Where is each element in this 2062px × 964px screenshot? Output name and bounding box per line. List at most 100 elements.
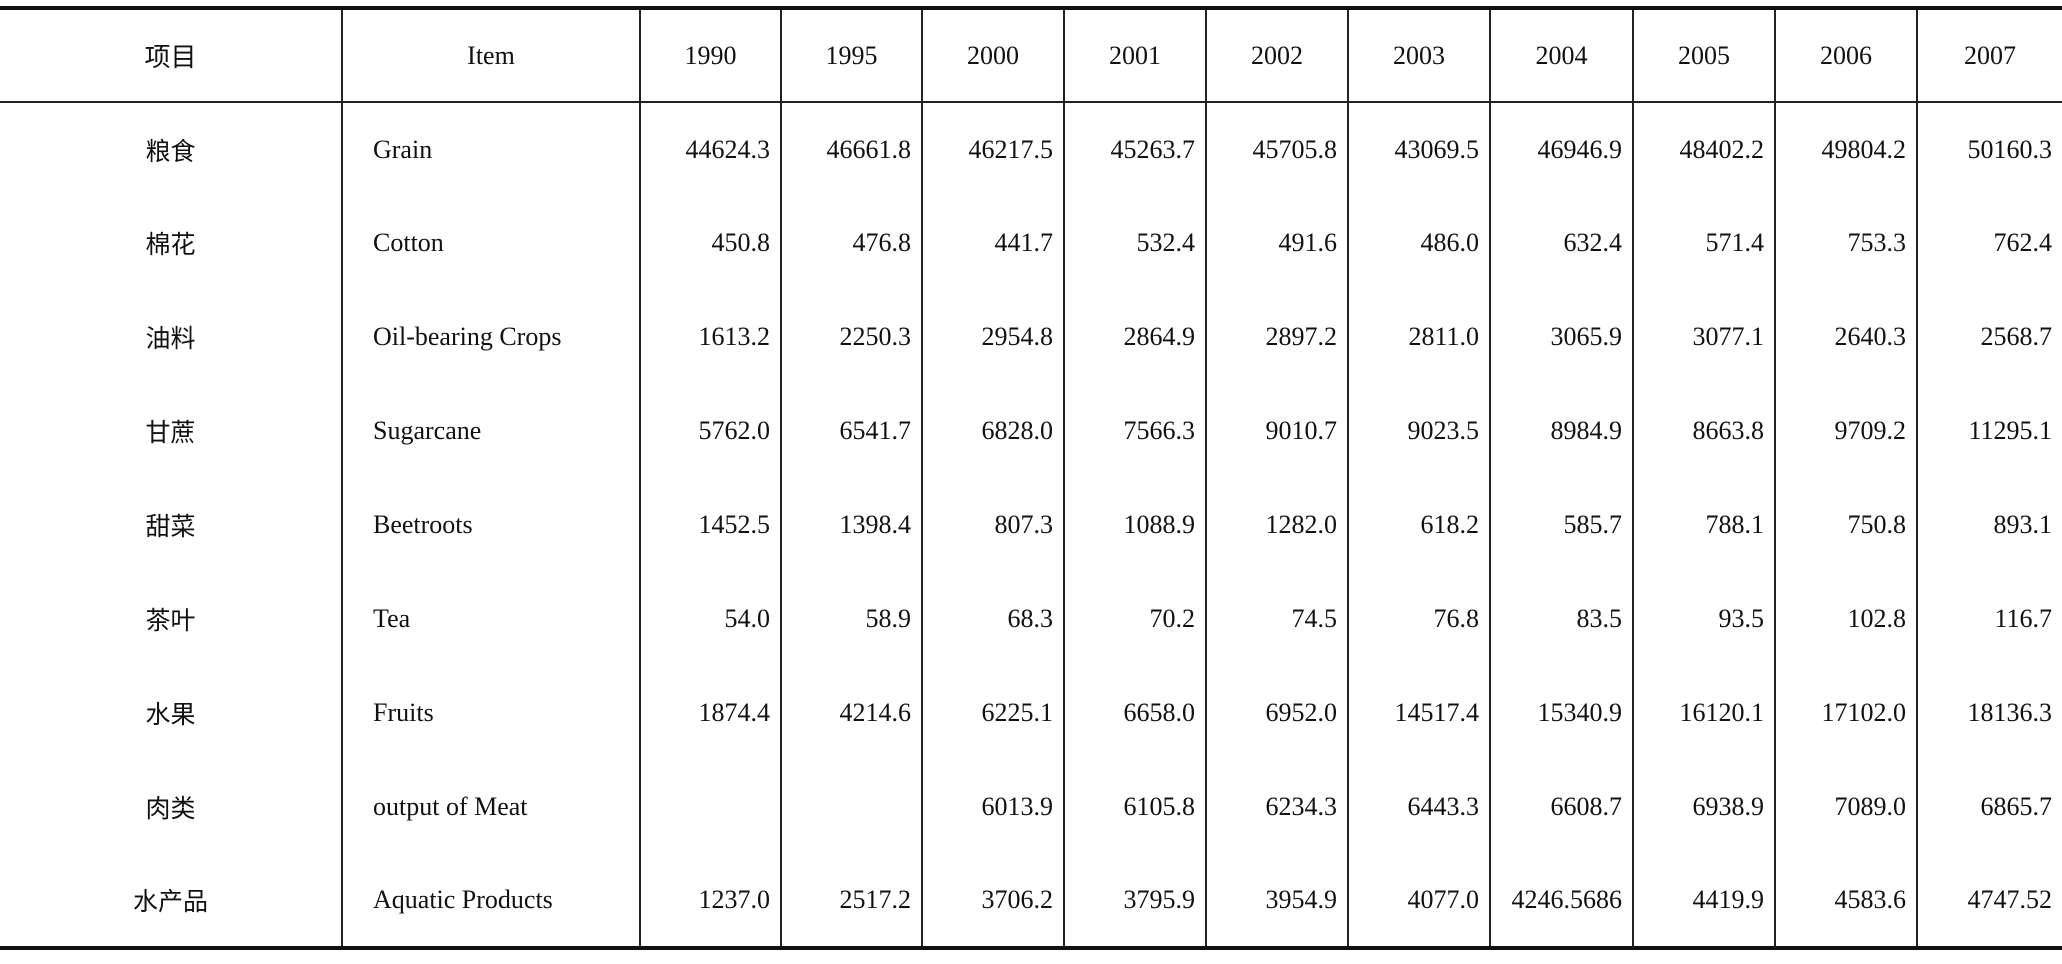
item-en: Tea bbox=[341, 572, 640, 666]
value-cell: 54.0 bbox=[639, 572, 781, 666]
table-row: 茶叶 Tea 54.0 58.9 68.3 70.2 74.5 76.8 83.5 93.5 102… bbox=[0, 572, 2062, 666]
value-cell: 6105.8 bbox=[1063, 760, 1206, 854]
value-cell: 1088.9 bbox=[1063, 478, 1206, 572]
item-zh: 水产品 bbox=[132, 887, 208, 916]
value-cell: 1874.4 bbox=[639, 666, 781, 760]
value-cell: 16120.1 bbox=[1632, 666, 1775, 760]
header-cell: 2006 bbox=[1774, 8, 1917, 103]
value-cell: 571.4 bbox=[1632, 196, 1775, 290]
value-cell: 2897.2 bbox=[1205, 290, 1348, 384]
value-cell: 76.8 bbox=[1347, 572, 1490, 666]
value-cell: 476.8 bbox=[780, 196, 922, 290]
value-cell bbox=[780, 760, 922, 854]
value-cell: 17102.0 bbox=[1774, 666, 1917, 760]
value-cell: 9023.5 bbox=[1347, 384, 1490, 478]
value-cell: 11295.1 bbox=[1916, 384, 2062, 478]
value-cell: 2568.7 bbox=[1916, 290, 2062, 384]
item-en: Aquatic Products bbox=[341, 854, 640, 948]
table-row: 水果 Fruits 1874.4 4214.6 6225.1 6658.0 6952.0 14… bbox=[0, 666, 2062, 760]
header-row: 项目 Item 1990 1995 2000 2001 2002 2003 2004 2005 20… bbox=[0, 8, 2062, 103]
value-cell: 6225.1 bbox=[921, 666, 1064, 760]
item-zh: 油料 bbox=[145, 324, 196, 353]
item-zh: 肉类 bbox=[145, 794, 196, 823]
value-cell: 486.0 bbox=[1347, 196, 1490, 290]
item-en: Fruits bbox=[341, 666, 640, 760]
value-cell: 4583.6 bbox=[1774, 854, 1917, 948]
table-row: 油料 Oil-bearing Crops 1613.2 2250.3 2954.8 286… bbox=[0, 290, 2062, 384]
value-cell: 18136.3 bbox=[1916, 666, 2062, 760]
value-cell: 2954.8 bbox=[921, 290, 1064, 384]
value-cell: 4419.9 bbox=[1632, 854, 1775, 948]
value-cell: 3795.9 bbox=[1063, 854, 1206, 948]
value-cell: 45263.7 bbox=[1063, 102, 1206, 196]
value-cell: 618.2 bbox=[1347, 478, 1490, 572]
value-cell: 7566.3 bbox=[1063, 384, 1206, 478]
value-cell: 6443.3 bbox=[1347, 760, 1490, 854]
value-cell: 46946.9 bbox=[1489, 102, 1633, 196]
header-cell: 2001 bbox=[1063, 8, 1206, 103]
value-cell: 5762.0 bbox=[639, 384, 781, 478]
value-cell: 1613.2 bbox=[639, 290, 781, 384]
value-cell: 4747.52 bbox=[1916, 854, 2062, 948]
value-cell: 2811.0 bbox=[1347, 290, 1490, 384]
value-cell: 6938.9 bbox=[1632, 760, 1775, 854]
value-cell: 1398.4 bbox=[780, 478, 922, 572]
item-en: Beetroots bbox=[341, 478, 640, 572]
value-cell: 1282.0 bbox=[1205, 478, 1348, 572]
value-cell: 9709.2 bbox=[1774, 384, 1917, 478]
value-cell: 48402.2 bbox=[1632, 102, 1775, 196]
header-cell: 项目 bbox=[0, 8, 342, 103]
value-cell: 45705.8 bbox=[1205, 102, 1348, 196]
value-cell: 116.7 bbox=[1916, 572, 2062, 666]
value-cell: 6865.7 bbox=[1916, 760, 2062, 854]
value-cell: 4214.6 bbox=[780, 666, 922, 760]
header-cell: 1990 bbox=[639, 8, 781, 103]
value-cell: 58.9 bbox=[780, 572, 922, 666]
item-en: output of Meat bbox=[341, 760, 640, 854]
item-zh: 甘蔗 bbox=[145, 418, 196, 447]
header-cell: 2005 bbox=[1632, 8, 1775, 103]
table-row: 甘蔗 Sugarcane 5762.0 6541.7 6828.0 7566.3 9010.… bbox=[0, 384, 2062, 478]
item-zh: 茶叶 bbox=[145, 606, 196, 635]
value-cell: 893.1 bbox=[1916, 478, 2062, 572]
item-en: Grain bbox=[341, 102, 640, 196]
value-cell bbox=[639, 760, 781, 854]
table-row: 甜菜 Beetroots 1452.5 1398.4 807.3 1088.9 1282.0… bbox=[0, 478, 2062, 572]
value-cell: 532.4 bbox=[1063, 196, 1206, 290]
value-cell: 6234.3 bbox=[1205, 760, 1348, 854]
header-cell: 2007 bbox=[1916, 8, 2062, 103]
value-cell: 9010.7 bbox=[1205, 384, 1348, 478]
value-cell: 2640.3 bbox=[1774, 290, 1917, 384]
value-cell: 2517.2 bbox=[780, 854, 922, 948]
value-cell: 753.3 bbox=[1774, 196, 1917, 290]
value-cell: 6952.0 bbox=[1205, 666, 1348, 760]
item-zh: 粮食 bbox=[145, 136, 196, 166]
item-zh: 甜菜 bbox=[145, 512, 196, 541]
value-cell: 1452.5 bbox=[639, 478, 781, 572]
value-cell: 6828.0 bbox=[921, 384, 1064, 478]
value-cell: 1237.0 bbox=[639, 854, 781, 948]
value-cell: 2864.9 bbox=[1063, 290, 1206, 384]
item-zh: 水果 bbox=[145, 700, 196, 729]
value-cell: 8984.9 bbox=[1489, 384, 1633, 478]
value-cell: 3077.1 bbox=[1632, 290, 1775, 384]
header-cell: 2000 bbox=[921, 8, 1064, 103]
header-cell: 2004 bbox=[1489, 8, 1633, 103]
table-row: 棉花 Cotton 450.8 476.8 441.7 532.4 491.6 486.0 63… bbox=[0, 196, 2062, 290]
value-cell: 6608.7 bbox=[1489, 760, 1633, 854]
value-cell: 68.3 bbox=[921, 572, 1064, 666]
item-zh: 棉花 bbox=[145, 230, 196, 259]
value-cell: 93.5 bbox=[1632, 572, 1775, 666]
header-cell: 1995 bbox=[780, 8, 922, 103]
value-cell: 15340.9 bbox=[1489, 666, 1633, 760]
value-cell: 807.3 bbox=[921, 478, 1064, 572]
value-cell: 632.4 bbox=[1489, 196, 1633, 290]
value-cell: 6658.0 bbox=[1063, 666, 1206, 760]
header-cell: 2002 bbox=[1205, 8, 1348, 103]
table-body: 粮食 Grain 44624.3 46661.8 46217.5 45263.7 45705… bbox=[0, 102, 2062, 948]
value-cell: 8663.8 bbox=[1632, 384, 1775, 478]
value-cell: 3706.2 bbox=[921, 854, 1064, 948]
table-row: 粮食 Grain 44624.3 46661.8 46217.5 45263.7 45705… bbox=[0, 102, 2062, 196]
value-cell: 74.5 bbox=[1205, 572, 1348, 666]
